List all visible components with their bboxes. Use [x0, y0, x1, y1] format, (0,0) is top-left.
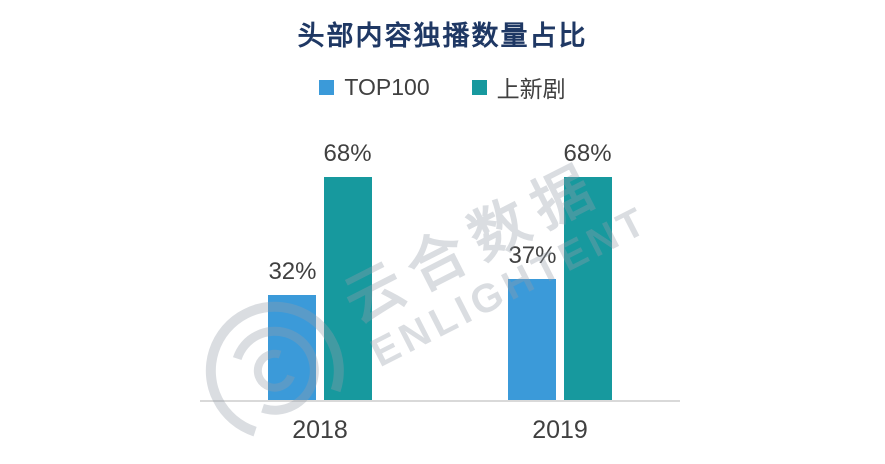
plot-area: 32% 68% 37% 68%	[200, 120, 680, 402]
value-label: 68%	[323, 140, 372, 167]
bar-TOP100-2018: 32%	[268, 258, 317, 400]
value-label: 37%	[508, 242, 557, 269]
bar-rect	[508, 279, 557, 400]
x-axis-labels: 2018 2019	[200, 416, 680, 445]
legend: TOP100 上新剧	[0, 70, 885, 104]
legend-swatch-shangxinju	[471, 79, 487, 95]
bar-rect	[563, 177, 612, 400]
bar-TOP100-2019: 37%	[508, 242, 557, 400]
legend-label-top100: TOP100	[344, 73, 430, 100]
legend-item-shangxinju: 上新剧	[471, 70, 566, 104]
value-label: 68%	[563, 140, 612, 167]
bar-rect	[323, 177, 372, 400]
bar-rect	[268, 295, 317, 400]
bar-上新剧-2018: 68%	[324, 140, 372, 400]
x-axis-label: 2018	[292, 416, 348, 444]
value-label: 32%	[268, 258, 317, 285]
legend-swatch-top100	[319, 79, 335, 95]
bar-group-2019: 37% 68%	[508, 140, 612, 400]
bar-上新剧-2019: 68%	[564, 140, 612, 400]
legend-label-shangxinju: 上新剧	[496, 76, 566, 102]
x-axis-label: 2019	[532, 416, 588, 444]
bar-group-2018: 32% 68%	[268, 140, 372, 400]
chart-title: 头部内容独播数量占比	[297, 21, 588, 51]
legend-item-top100: TOP100	[319, 73, 430, 101]
